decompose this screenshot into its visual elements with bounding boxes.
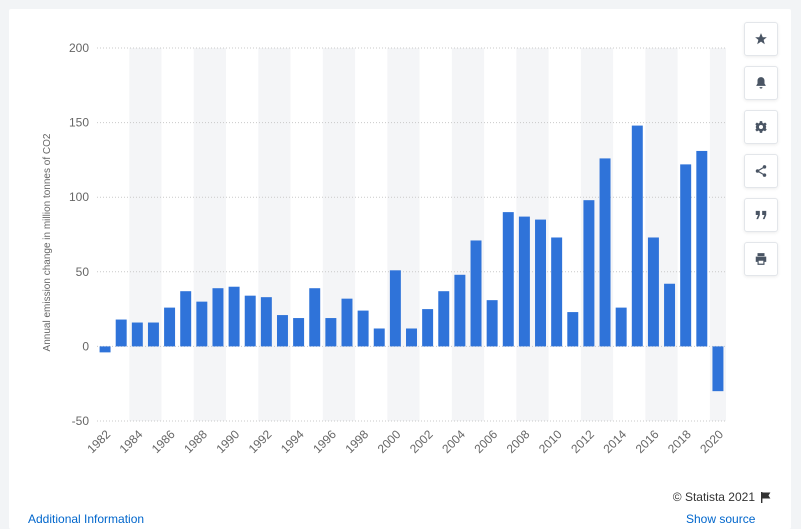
bar-2000 [389,270,401,347]
x-tick-label: 2012 [568,427,597,456]
x-tick-label: 1988 [181,427,210,456]
x-tick-label: 2008 [504,427,533,456]
bar-2010 [551,237,563,347]
bar-2006 [486,300,498,347]
bar-2013 [599,158,611,347]
x-tick-label: 2018 [665,427,694,456]
share-button[interactable] [744,154,778,188]
background-band [322,48,356,421]
bar-2020 [712,346,724,392]
bar-1985 [147,322,159,347]
bar-1994 [293,318,305,347]
x-tick-label: 1986 [149,427,178,456]
settings-button[interactable] [744,110,778,144]
x-tick-label: 2002 [407,427,436,456]
bar-1984 [131,322,143,347]
bar-1983 [115,319,127,347]
additional-information-link[interactable]: Additional Information [28,512,145,526]
bar-1997 [341,298,353,347]
flag-icon [761,491,771,503]
bar-2011 [567,312,579,347]
quote-icon [755,210,767,220]
bar-2016 [647,237,659,347]
bar-1993 [276,315,288,347]
background-band [451,48,485,421]
x-tick-label: 2006 [471,427,500,456]
bar-2014 [615,307,627,347]
bar-2012 [583,200,595,347]
bar-1996 [325,318,337,347]
bar-2019 [696,150,708,347]
x-tick-label: 2020 [697,427,726,456]
bar-1990 [228,286,240,347]
statista-credit[interactable]: © Statista 2021 [673,490,771,504]
bar-2004 [454,274,466,347]
print-button[interactable] [744,242,778,276]
background-band [193,48,227,421]
bar-2018 [680,164,692,347]
show-source-link[interactable]: Show source [686,512,756,526]
bar-1982 [99,346,111,353]
background-band [645,48,678,421]
y-tick-label: 150 [69,116,89,130]
bar-2007 [502,212,514,347]
bar-1992 [260,297,272,347]
x-tick-label: 1994 [278,427,307,456]
bar-2017 [664,283,676,347]
bar-1995 [309,288,321,347]
bar-1987 [180,291,192,347]
x-tick-label: 2000 [375,427,404,456]
bar-2003 [438,291,450,347]
gear-icon [755,121,767,133]
y-tick-label: 50 [76,265,90,279]
y-tick-label: 100 [69,190,89,204]
credit-text: © Statista 2021 [672,490,755,504]
x-tick-label: 1984 [117,427,146,456]
bar-1999 [373,328,385,347]
bar-2008 [518,216,530,347]
x-tick-label: 2004 [439,427,468,456]
background-band [387,48,420,421]
bar-2015 [631,125,643,347]
chart-toolbar [744,22,778,286]
star-icon [755,33,767,45]
favorite-button[interactable] [744,22,778,56]
x-tick-label: 2016 [633,427,662,456]
bar-2009 [535,219,547,347]
background-band [258,48,291,421]
bar-1989 [212,288,224,347]
bar-2001 [406,328,417,347]
x-tick-label: 1992 [246,427,275,456]
bar-1991 [244,295,256,347]
bar-2005 [470,240,482,347]
background-band [709,48,726,421]
bar-1986 [164,307,176,347]
y-tick-label: -50 [72,414,90,428]
print-icon [755,253,767,265]
bar-1988 [196,301,208,347]
x-tick-label: 1998 [342,427,371,456]
background-band [129,48,162,421]
share-icon [755,165,767,177]
chart-card: -50 0 50 100 150 200 1982 1984 1986 1988 1990 1992 1… [9,9,791,529]
notification-button[interactable] [744,66,778,100]
cite-button[interactable] [744,198,778,232]
x-tick-label: 2010 [536,427,565,456]
x-tick-label: 2014 [601,427,630,456]
bell-icon [756,77,766,89]
y-axis-label: Annual emission change in million tonnes… [42,133,53,351]
x-tick-label: 1982 [84,427,113,456]
bar-1998 [357,310,369,347]
y-tick-label: 0 [82,339,89,353]
bar-2002 [422,309,434,347]
x-tick-label: 1990 [213,427,242,456]
x-tick-label: 1996 [310,427,339,456]
y-tick-label: 200 [69,41,89,55]
